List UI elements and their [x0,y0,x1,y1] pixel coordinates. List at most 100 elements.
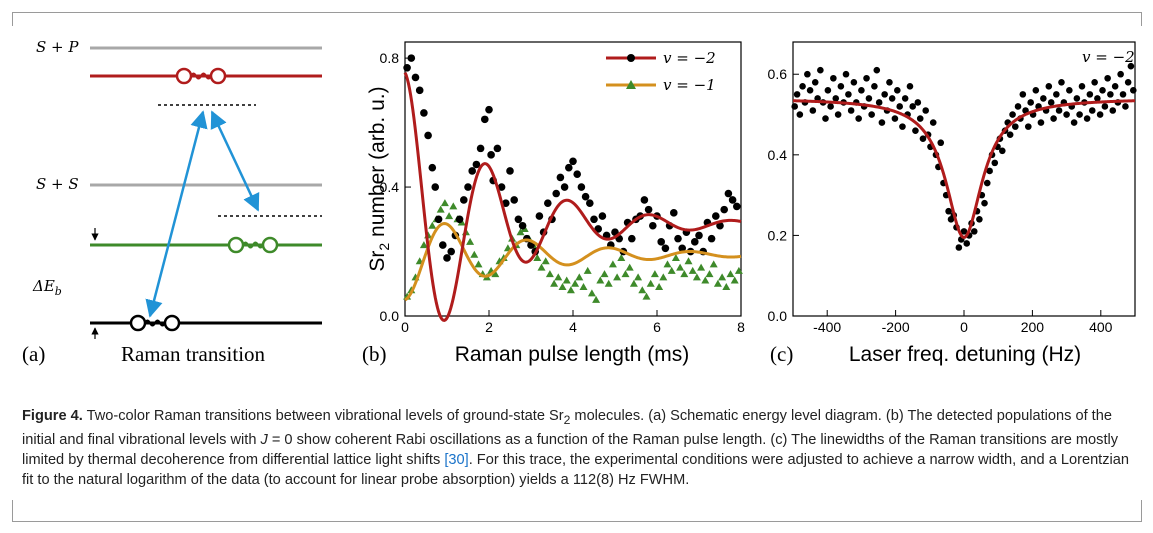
point-v2 [506,167,514,175]
x-tick-label: -200 [882,319,910,335]
y-tick-label: 0.0 [768,308,788,324]
point-detuning [1066,87,1073,94]
panel-c-plot-frame [792,41,1136,317]
point-v1 [650,270,659,278]
point-v2 [411,73,420,82]
point-v1 [697,263,706,271]
point-detuning [1078,83,1086,90]
point-detuning [793,91,801,98]
point-v2 [487,151,495,159]
point-v1 [419,241,428,249]
point-v2 [565,163,573,172]
x-tick-label: 2 [485,319,493,335]
point-v2 [649,221,657,230]
point-v1 [617,253,626,261]
point-v1 [445,212,454,220]
point-detuning [845,91,852,98]
point-v2 [493,144,502,153]
caption-text-2: molecules. (a) Schematic energy level di… [22,408,1112,448]
point-detuning [1111,83,1119,90]
point-detuning [916,115,924,122]
point-detuning [1083,115,1091,122]
point-v2 [472,160,481,169]
point-detuning [1076,111,1083,118]
point-v1 [680,270,689,278]
point-detuning [1104,74,1111,82]
point-detuning [873,66,881,74]
point-detuning [955,244,963,251]
point-v2 [424,131,432,140]
point-detuning [894,87,901,94]
point-v1 [533,253,542,261]
point-v2 [415,86,424,95]
point-detuning [983,179,991,187]
panel-b-chart: 0 2 4 6 80.00.40.8 Sr2 number (arb. u.) (b) … [362,41,745,366]
point-v2 [502,199,510,207]
point-v2 [460,196,468,204]
point-detuning [868,111,875,118]
point-detuning [847,107,855,114]
point-v2 [581,192,590,201]
point-detuning [1086,91,1094,98]
point-v1 [470,250,479,258]
point-detuning [871,83,878,90]
point-detuning [832,95,840,102]
point-detuning [850,78,858,86]
frame-left-top [12,12,13,26]
point-v1 [554,273,563,281]
panel-c-label: (c) [770,342,793,366]
legend-label-v1: v = −1 [663,76,716,94]
point-v1 [604,279,613,287]
point-v2 [403,63,411,72]
frame-right-top [1141,12,1142,26]
molecule-v2-icon [129,314,181,332]
point-v1 [667,266,676,274]
figure-caption: Figure 4. Two-color Raman transitions be… [22,406,1132,490]
caption-figure-label: Figure 4. [22,408,83,424]
point-detuning [976,215,983,223]
point-detuning [858,87,865,94]
point-detuning [1009,111,1016,118]
point-v1 [713,279,722,287]
point-detuning [1091,78,1098,86]
point-v2 [724,189,733,198]
point-v1 [709,260,718,268]
point-v2 [464,183,472,191]
point-detuning [1032,87,1040,94]
x-tick-label: 0 [401,319,409,335]
point-v1 [449,202,458,210]
point-v2 [598,212,607,220]
level-label-ss: S + S [36,175,79,193]
point-v1 [608,260,617,268]
point-detuning [963,240,971,247]
legend-label-v2: v = −2 [663,49,716,67]
point-detuning [809,107,817,114]
point-detuning [1027,99,1034,106]
point-v1 [730,276,739,284]
point-v1 [545,270,554,278]
point-detuning [1117,70,1124,78]
point-v2 [560,183,569,191]
point-v1 [701,276,710,284]
point-detuning [886,78,893,86]
panel-c-chart: -400 -200 0 200 400 0.0 0.2 0.4 0.6 v = −2 (c) L… [768,41,1137,366]
point-detuning [1006,131,1014,138]
point-detuning [1096,111,1104,118]
panel-a-label: (a) [22,342,45,366]
point-detuning [1024,123,1032,130]
point-detuning [1055,107,1063,114]
legend-marker-v1 [626,80,636,89]
point-detuning [960,228,968,235]
x-tick-label: -400 [813,319,841,335]
point-v1 [718,273,727,281]
point-detuning [875,99,883,106]
point-detuning [881,91,888,98]
caption-text-4: . For this trace, the experimental condi… [22,451,1130,488]
point-v1 [550,279,559,287]
point-detuning [1012,123,1019,130]
point-v1 [734,266,743,274]
point-v2 [552,189,560,198]
point-detuning [970,228,978,235]
x-tick-label: 6 [653,319,661,335]
caption-ref-link[interactable]: [30] [444,451,469,468]
